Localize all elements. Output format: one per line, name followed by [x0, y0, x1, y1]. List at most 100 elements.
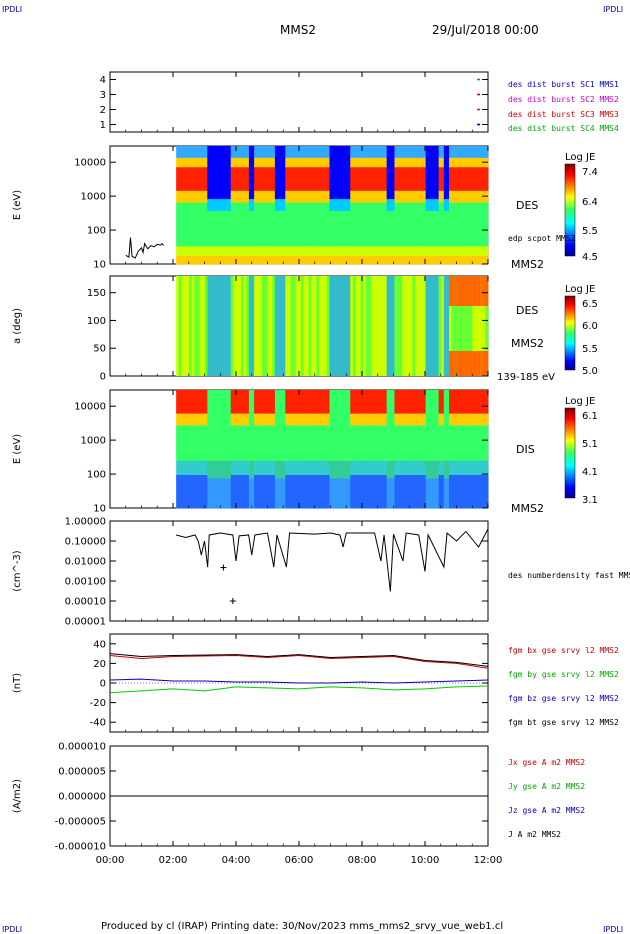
spectrogram-cell — [378, 202, 382, 247]
spectrogram-cell — [256, 390, 260, 414]
spectrogram-cell — [467, 474, 471, 509]
spectrogram-cell — [381, 390, 385, 414]
spectrogram-cell — [459, 474, 463, 509]
spectrogram-cell — [480, 276, 484, 306]
spectrogram-cell — [347, 390, 351, 462]
spectrogram-cell — [371, 146, 375, 159]
spectrogram-cell — [319, 413, 323, 426]
spectrogram-cell — [176, 474, 180, 509]
spectrogram-cell — [267, 246, 271, 257]
spectrogram-cell — [407, 167, 411, 192]
spectrogram-cell — [480, 460, 484, 476]
colorbar-tick: 6.1 — [582, 411, 598, 422]
spectrogram-cell — [306, 246, 310, 257]
spectrogram-cell — [412, 157, 416, 168]
spectrogram-cell — [196, 246, 200, 257]
spectrogram-cell — [417, 255, 421, 265]
spectrogram-cell — [449, 190, 453, 204]
spectrogram-cell — [433, 246, 437, 257]
spectrogram-cell — [350, 460, 354, 476]
spectrogram-cell — [181, 167, 185, 192]
spectrogram-cell — [199, 146, 203, 159]
spectrogram-cell — [287, 474, 291, 509]
spectrogram-cell — [402, 246, 406, 257]
spectrogram-cell — [248, 460, 252, 479]
spectrogram-cell — [368, 202, 372, 247]
spectrogram-cell — [287, 190, 291, 204]
spectrogram-cell — [183, 413, 187, 426]
spectrogram-cell — [358, 146, 362, 159]
spectrogram-cell — [464, 167, 468, 192]
spectrogram-cell — [280, 199, 284, 212]
spectrogram-cell — [446, 255, 450, 265]
spectrogram-cell — [212, 199, 216, 212]
spectrogram-cell — [358, 425, 362, 462]
spectrogram-cell — [306, 146, 310, 159]
spectrogram-cell — [394, 202, 398, 247]
colorbar-title-3: Log JE — [565, 396, 595, 407]
spectrogram-cell — [454, 413, 458, 426]
spectrogram-cell — [280, 276, 284, 376]
spectrogram-cell — [272, 425, 276, 462]
spectrogram-cell — [472, 351, 476, 376]
spectrogram-cell — [420, 255, 424, 265]
spectrogram-cell — [303, 246, 307, 257]
spectrogram-cell — [360, 413, 364, 426]
spectrogram-cell — [264, 202, 268, 247]
spectrogram-cell — [209, 199, 213, 212]
spectrogram-cell — [404, 390, 408, 414]
spectrogram-cell — [477, 146, 481, 159]
spectrogram-cell — [300, 246, 304, 257]
spectrogram-cell — [415, 157, 419, 168]
spectrogram-cell — [472, 425, 476, 462]
spectrogram-cell — [222, 255, 226, 265]
spectrogram-cell — [204, 255, 208, 265]
spectrogram-cell — [368, 425, 372, 462]
spectrogram-cell — [259, 246, 263, 257]
spectrogram-cell — [303, 425, 307, 462]
spectrogram-cell — [410, 190, 414, 204]
spectrogram-cell — [410, 157, 414, 168]
spectrogram-cell — [251, 210, 255, 247]
spectrogram-cell — [410, 425, 414, 462]
spectrogram-cell — [410, 146, 414, 159]
spectrogram-cell — [264, 246, 268, 257]
spectrogram-cell — [269, 190, 273, 204]
spectrogram-cell — [191, 190, 195, 204]
spectrogram-cell — [295, 146, 299, 159]
spectrogram-cell — [298, 276, 302, 376]
spectrogram-cell — [365, 474, 369, 509]
spectrogram-cell — [459, 276, 463, 376]
spectrogram-cell — [459, 413, 463, 426]
legend-entry: fgm bx gse srvy l2 MMS2 — [508, 646, 619, 655]
spectrogram-cell — [381, 246, 385, 257]
spectrogram-cell — [319, 190, 323, 204]
spectrogram-cell — [215, 199, 219, 212]
spectrogram-cell — [430, 246, 434, 257]
spectrogram-cell — [319, 425, 323, 462]
spectrogram-cell — [261, 157, 265, 168]
spectrogram-cell — [212, 478, 216, 509]
spectrogram-cell — [459, 460, 463, 476]
spectrogram-cell — [316, 157, 320, 168]
spectrogram-cell — [326, 246, 330, 257]
spectrogram-cell — [235, 474, 239, 509]
spectrogram-cell — [472, 202, 476, 247]
spectrogram-cell — [358, 246, 362, 257]
spectrogram-cell — [295, 202, 299, 247]
spectrogram-cell — [178, 413, 182, 426]
spectrogram-cell — [290, 276, 294, 376]
spectrogram-cell — [456, 460, 460, 476]
spectrogram-cell — [311, 474, 315, 509]
spectrogram-cell — [285, 246, 289, 257]
y-tick-label: 100 — [87, 226, 106, 237]
spectrogram-cell — [464, 146, 468, 159]
spectrogram-cell — [199, 474, 203, 509]
spectrogram-cell — [485, 276, 489, 376]
spectrogram-cell — [191, 413, 195, 426]
spectrogram-cell — [360, 425, 364, 462]
spectrogram-cell — [428, 390, 432, 462]
spectrogram-cell — [243, 202, 247, 247]
spectrogram-cell — [482, 157, 486, 168]
spectrogram-cell — [399, 276, 403, 376]
